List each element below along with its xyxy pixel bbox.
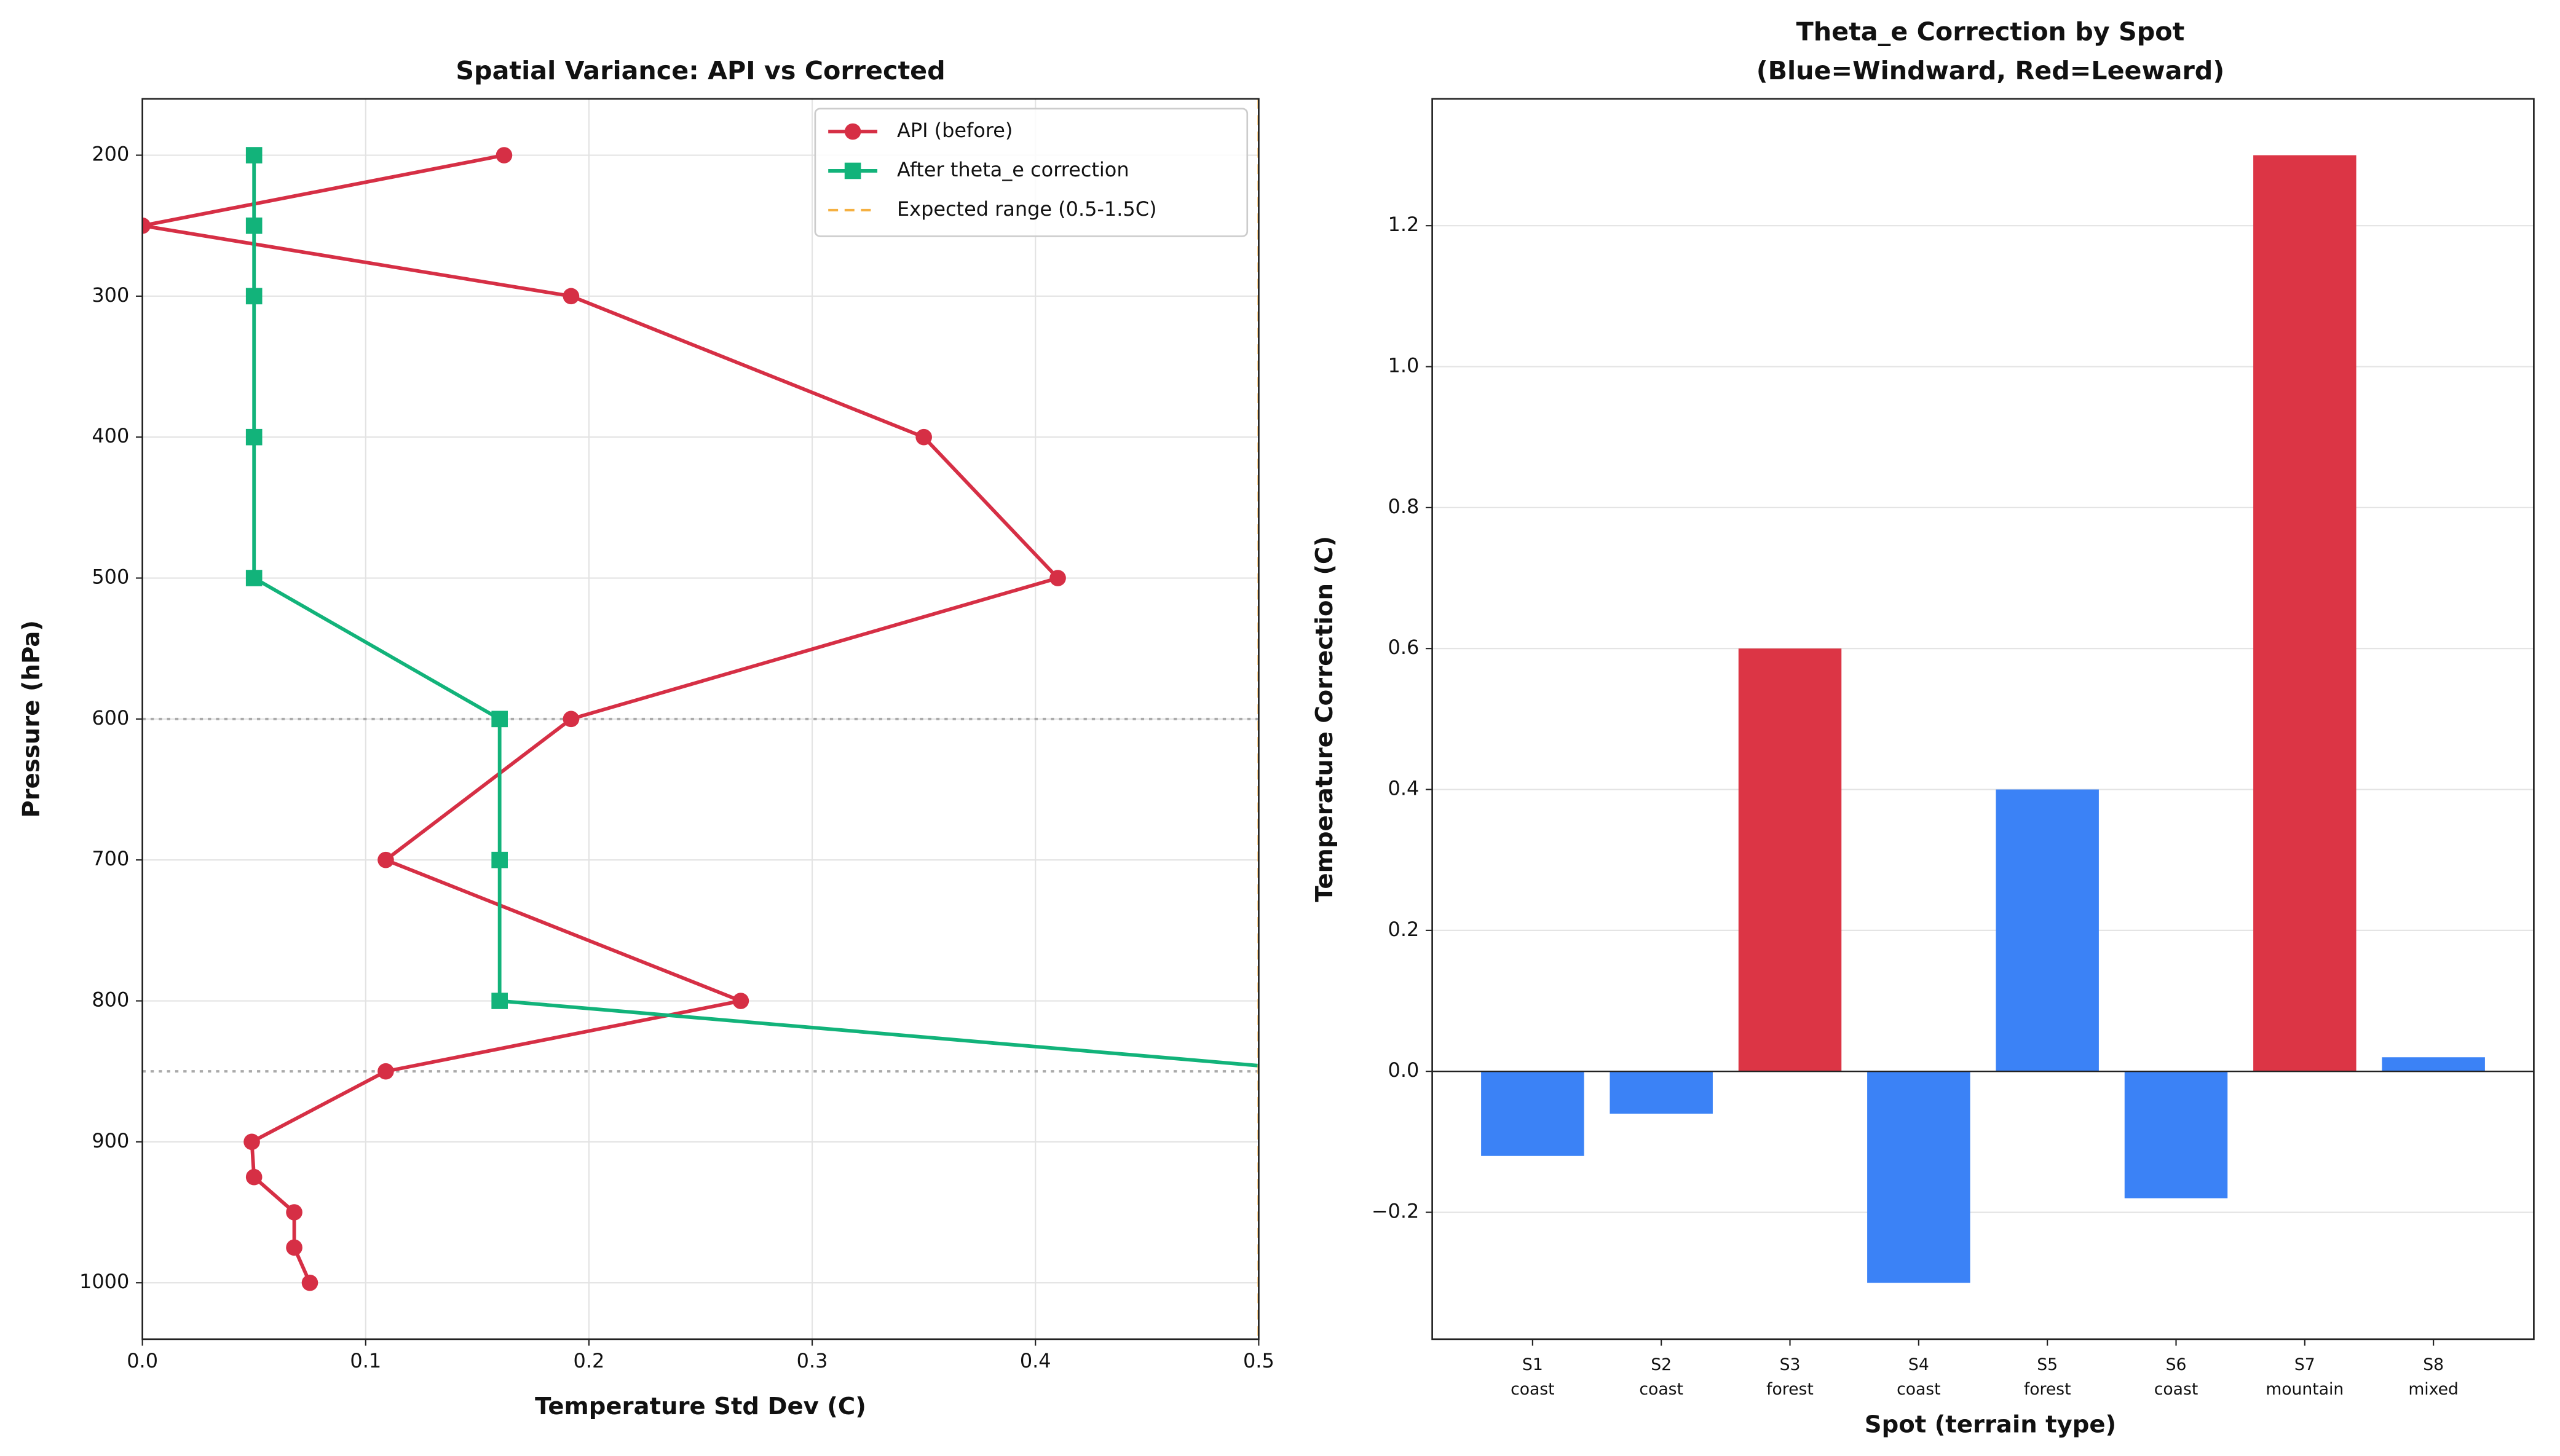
legend-marker	[844, 123, 861, 140]
y-tick-label: 800	[92, 988, 129, 1012]
bar	[1481, 1071, 1584, 1156]
bar	[1867, 1071, 1970, 1283]
series-line	[142, 153, 1061, 1284]
bar	[2253, 155, 2357, 1072]
point	[491, 993, 508, 1009]
point	[245, 288, 263, 305]
y-tick-label: 1.2	[1388, 213, 1420, 236]
y-tick-label: 200	[92, 143, 129, 166]
x-tick-label: S1	[1522, 1355, 1543, 1374]
legend-label: API (before)	[897, 119, 1013, 142]
x-tick-sublabel: coast	[1639, 1380, 1683, 1399]
x-tick-sublabel: coast	[1897, 1380, 1941, 1399]
y-tick-label: 0.8	[1388, 495, 1420, 518]
x-tick-label: S4	[1908, 1355, 1929, 1374]
point	[563, 710, 580, 728]
x-axis-label: Spot (terrain type)	[1865, 1411, 2116, 1439]
point	[142, 217, 151, 234]
y-tick-label: 1.0	[1388, 354, 1420, 377]
point	[243, 1133, 260, 1151]
point	[732, 993, 749, 1009]
chart-title: Theta_e Correction by Spot	[1796, 17, 2185, 46]
legend-label: Expected range (0.5-1.5C)	[897, 197, 1157, 221]
chart-title: Spatial Variance: API vs Corrected	[456, 56, 945, 85]
point	[1318, 1063, 1334, 1080]
x-tick-sublabel: forest	[1766, 1380, 1814, 1399]
y-axis-label: Pressure (hPa)	[18, 620, 45, 818]
axes-frame	[1431, 98, 2535, 1340]
y-tick-label: 700	[92, 847, 129, 870]
x-tick-label: 0.0	[127, 1349, 158, 1372]
point	[245, 428, 263, 446]
x-tick-label: S7	[2294, 1355, 2315, 1374]
legend-box	[814, 108, 1249, 237]
y-tick-label: 900	[92, 1129, 129, 1152]
point	[496, 147, 513, 163]
x-tick-label: S5	[2037, 1355, 2058, 1374]
x-tick-sublabel: forest	[2024, 1380, 2071, 1399]
y-tick-label: 0.6	[1388, 636, 1420, 659]
x-tick-sublabel: mixed	[2408, 1380, 2459, 1399]
point	[301, 1274, 318, 1291]
x-tick-label: S3	[1780, 1355, 1801, 1374]
bar	[1738, 648, 1842, 1072]
point	[286, 1204, 302, 1221]
point	[491, 851, 508, 868]
point	[377, 1063, 394, 1080]
plot-area	[142, 98, 1334, 1339]
point	[245, 147, 263, 163]
point	[491, 710, 508, 728]
y-tick-label: 400	[92, 424, 129, 447]
x-tick-sublabel: mountain	[2266, 1380, 2344, 1399]
x-tick-sublabel: coast	[1511, 1380, 1555, 1399]
y-tick-label: 500	[92, 565, 129, 589]
x-tick-label: 0.4	[1020, 1349, 1051, 1372]
point	[915, 428, 932, 446]
point	[245, 217, 263, 234]
y-tick-label: 300	[92, 283, 129, 307]
bar	[1610, 1071, 1713, 1114]
point	[563, 288, 580, 305]
axes-frame	[141, 98, 1260, 1340]
point	[1049, 570, 1066, 586]
x-tick-label: S8	[2423, 1355, 2444, 1374]
y-tick-label: 0.4	[1388, 777, 1420, 800]
x-tick-label: 0.2	[574, 1349, 605, 1372]
x-tick-sublabel: coast	[2154, 1380, 2199, 1399]
legend: API (before) After theta_e correction Expe…	[814, 108, 1249, 237]
y-tick-label: 600	[92, 706, 129, 730]
x-tick-label: S2	[1651, 1355, 1672, 1374]
point	[245, 1168, 263, 1186]
legend-marker	[844, 162, 861, 179]
x-tick-label: 0.3	[797, 1349, 828, 1372]
y-tick-label: 0.0	[1388, 1058, 1420, 1082]
bar	[1996, 789, 2099, 1072]
y-axis-label: Temperature Correction (C)	[1311, 536, 1338, 902]
x-tick-label: 0.5	[1243, 1349, 1274, 1372]
point	[286, 1239, 302, 1256]
x-tick-label: S6	[2166, 1355, 2187, 1374]
legend-label: After theta_e correction	[897, 158, 1129, 181]
y-tick-label: 0.2	[1388, 918, 1420, 941]
bar	[2124, 1071, 2228, 1198]
x-tick-label: 0.1	[350, 1349, 381, 1372]
x-axis-label: Temperature Std Dev (C)	[535, 1393, 866, 1420]
chart-subtitle: (Blue=Windward, Red=Leeward)	[1756, 56, 2224, 85]
y-tick-label: 1000	[79, 1270, 129, 1293]
y-tick-label: −0.2	[1372, 1200, 1420, 1223]
point	[245, 570, 263, 586]
series-line	[252, 155, 1259, 1068]
bar	[2382, 1057, 2485, 1072]
point	[377, 851, 394, 868]
